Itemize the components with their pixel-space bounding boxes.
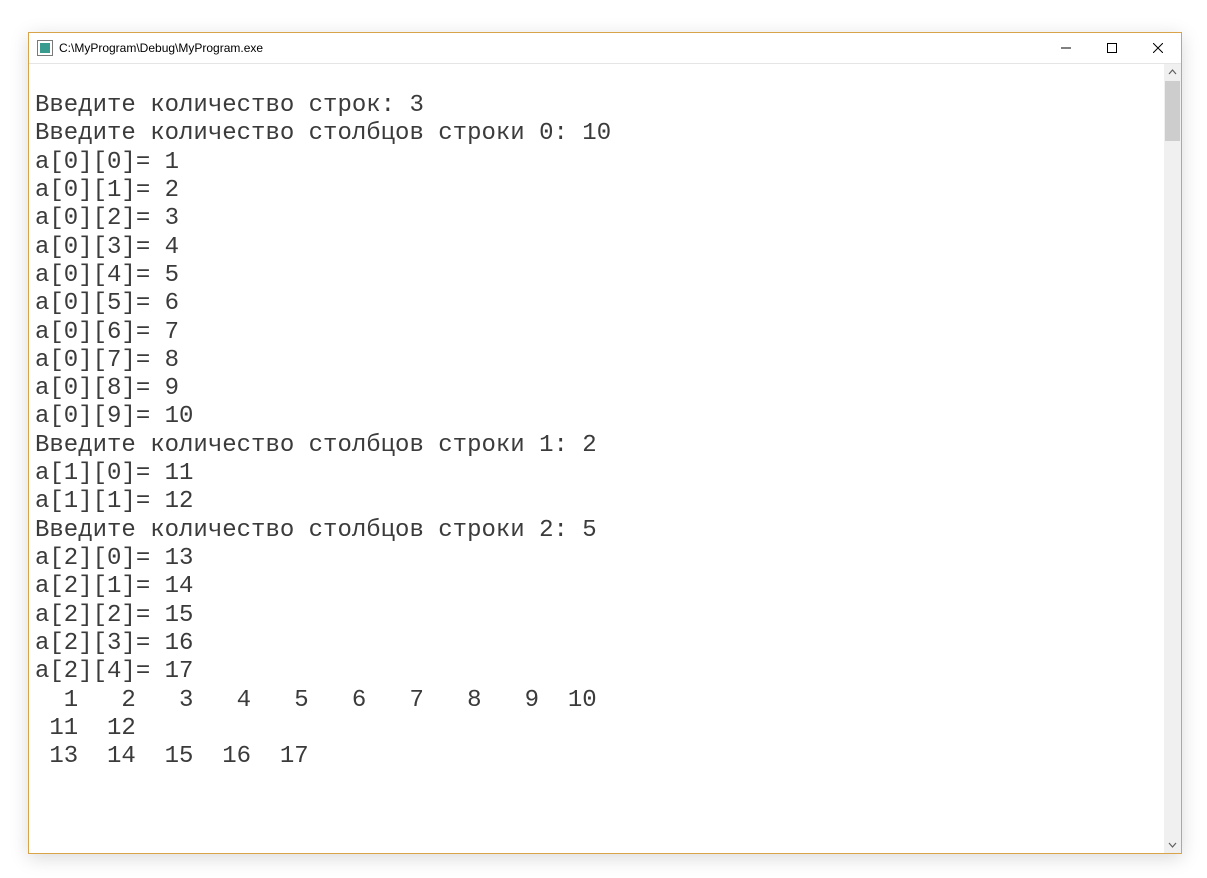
scroll-up-button[interactable] (1164, 64, 1181, 81)
close-button[interactable] (1135, 33, 1181, 63)
window-controls (1043, 33, 1181, 63)
scroll-thumb[interactable] (1165, 81, 1180, 141)
minimize-button[interactable] (1043, 33, 1089, 63)
maximize-button[interactable] (1089, 33, 1135, 63)
scroll-down-button[interactable] (1164, 836, 1181, 853)
minimize-icon (1061, 43, 1071, 53)
close-icon (1153, 43, 1163, 53)
app-icon (37, 40, 53, 56)
client-area: Введите количество строк: 3 Введите коли… (29, 64, 1181, 853)
console-output[interactable]: Введите количество строк: 3 Введите коли… (29, 88, 1164, 829)
titlebar[interactable]: C:\MyProgram\Debug\MyProgram.exe (29, 33, 1181, 64)
chevron-down-icon (1168, 840, 1177, 849)
window-title: C:\MyProgram\Debug\MyProgram.exe (59, 41, 1043, 55)
maximize-icon (1107, 43, 1117, 53)
console-window: C:\MyProgram\Debug\MyProgram.exe Введите… (28, 32, 1182, 854)
chevron-up-icon (1168, 68, 1177, 77)
vertical-scrollbar[interactable] (1164, 64, 1181, 853)
